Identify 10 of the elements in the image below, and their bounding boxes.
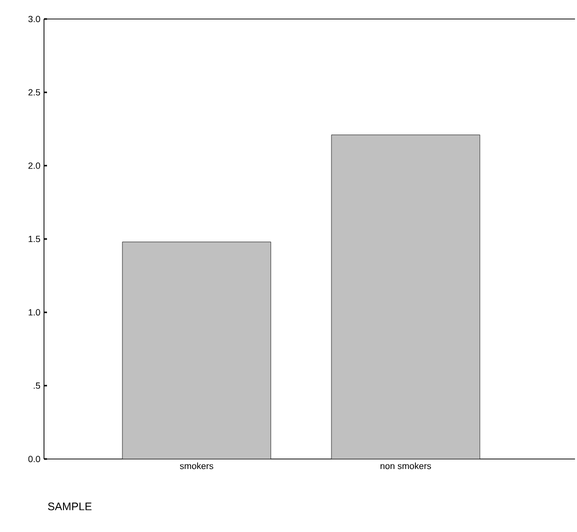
x-axis-title: SAMPLE [48,502,92,510]
y-tick-label: 2.0 [28,162,40,169]
y-tick-label: 2.5 [28,89,40,96]
y-tick-label: 1.5 [28,236,40,242]
y-tick-label: .5 [34,382,40,389]
x-tick-label: non smokers [380,462,431,470]
y-tick-label: 3.0 [28,16,40,22]
y-tick-label: 0.0 [28,456,40,462]
y-tick-label: 1.0 [28,309,40,316]
x-tick-label: smokers [180,462,214,470]
